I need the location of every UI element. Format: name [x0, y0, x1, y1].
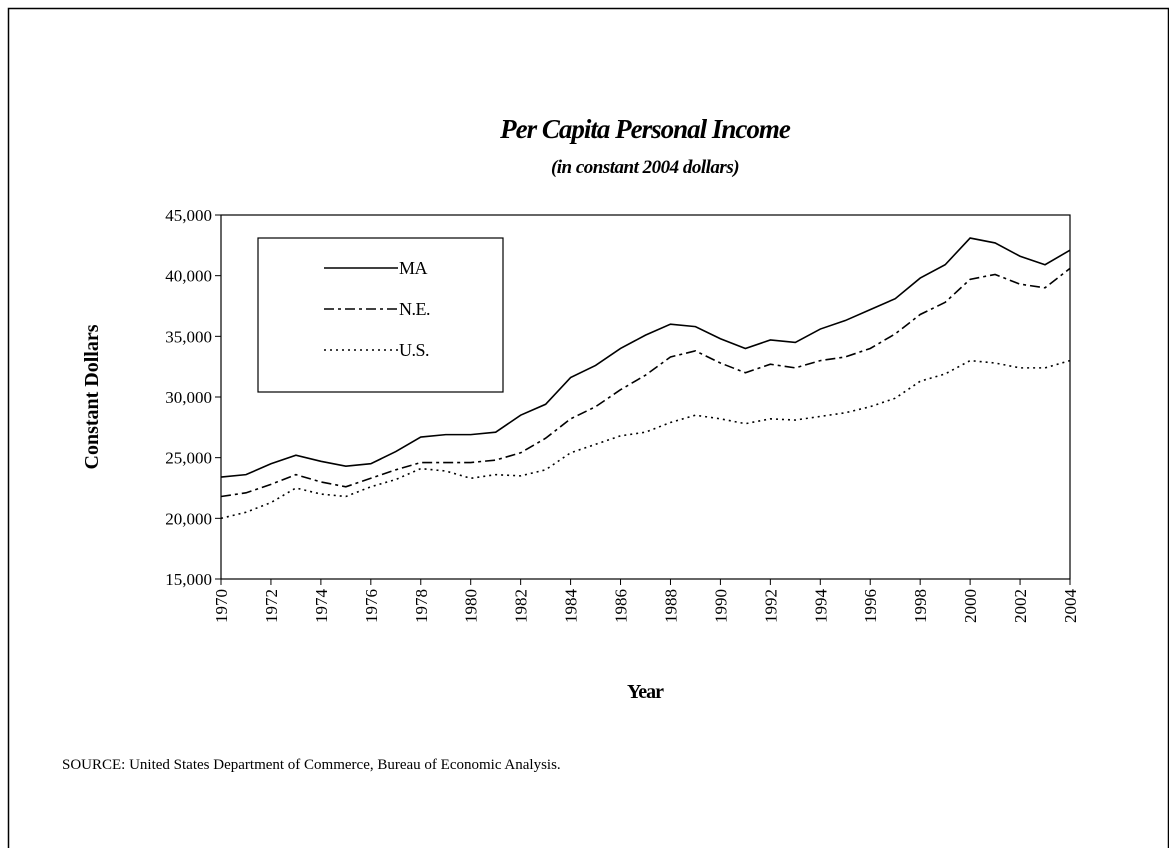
x-tick-label: 1986 [612, 589, 631, 623]
source-note: SOURCE: United States Department of Comm… [62, 757, 561, 773]
y-tick-label: 20,000 [165, 509, 212, 528]
x-axis-label: Year [627, 681, 664, 703]
legend-label: N.E. [399, 299, 430, 319]
x-tick-label: 1984 [562, 589, 581, 624]
x-tick-label: 1974 [312, 589, 331, 624]
x-tick-label: 1970 [212, 589, 231, 623]
x-tick-label: 1988 [661, 589, 680, 623]
legend-label: U.S. [399, 340, 429, 360]
data-line [220, 237, 1071, 478]
x-tick-label: 1990 [711, 589, 730, 623]
y-tick-label: 35,000 [165, 327, 212, 346]
x-tick-label: 1992 [761, 589, 780, 623]
y-tick-label: 40,000 [165, 267, 212, 286]
x-tick-label: 2002 [1011, 589, 1030, 623]
x-tick-label: 2004 [1061, 589, 1080, 624]
y-tick-label: 15,000 [165, 570, 212, 589]
x-tick-label: 1976 [362, 589, 381, 623]
x-tick-label: 1996 [861, 589, 880, 623]
x-tick-label: 1994 [811, 589, 830, 624]
data-line [220, 359, 1071, 520]
legend-label: MA [399, 258, 428, 278]
chart-title: Per Capita Personal Income [499, 114, 791, 144]
y-tick-label: 45,000 [165, 206, 212, 225]
legend-box [257, 237, 504, 393]
y-tick-label: 30,000 [165, 388, 212, 407]
x-tick-label: 1972 [262, 589, 281, 623]
x-tick-label: 1982 [512, 589, 531, 623]
x-tick-label: 2000 [961, 589, 980, 623]
y-tick-label: 25,000 [165, 449, 212, 468]
y-axis-label: Constant Dollars [81, 324, 103, 469]
x-tick-label: 1980 [462, 589, 481, 623]
x-tick-label: 1998 [911, 589, 930, 623]
x-tick-label: 1978 [412, 589, 431, 623]
data-line [220, 267, 1071, 498]
chart-subtitle: (in constant 2004 dollars) [551, 157, 739, 178]
